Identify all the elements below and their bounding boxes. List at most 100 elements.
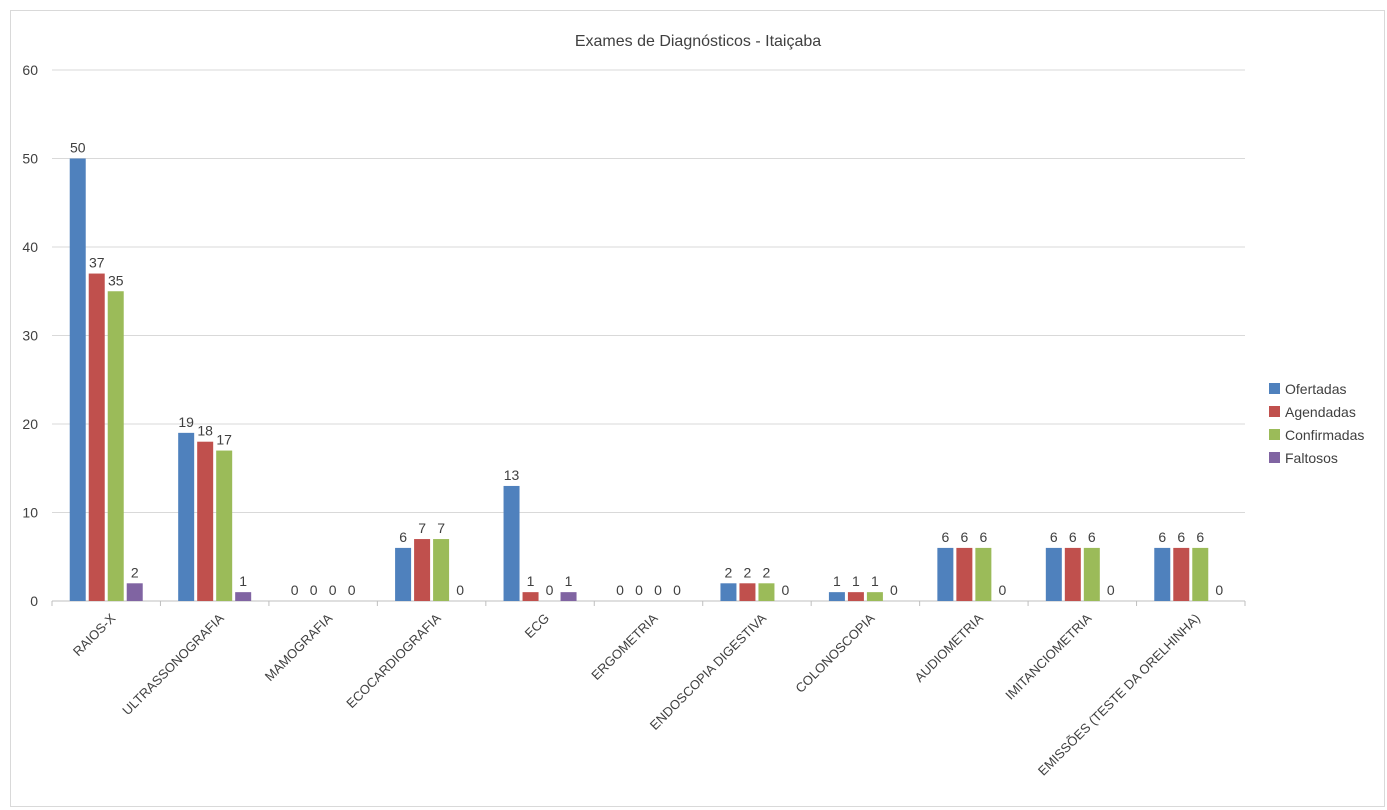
data-label: 0 xyxy=(616,582,624,598)
data-label: 19 xyxy=(178,414,194,430)
bar xyxy=(216,450,233,601)
x-tick-label: RAIOS-X xyxy=(70,610,119,659)
data-label: 0 xyxy=(348,582,356,598)
legend: Ofertadas Agendadas Confirmadas Faltosos xyxy=(1269,381,1364,466)
y-tick-label: 0 xyxy=(30,593,38,609)
bar xyxy=(69,158,86,601)
legend-item: Agendadas xyxy=(1269,404,1356,420)
bar xyxy=(828,592,845,601)
data-label: 0 xyxy=(329,582,337,598)
data-label: 1 xyxy=(852,573,860,589)
chart-title: Exames de Diagnósticos - Itaiçaba xyxy=(575,33,821,50)
data-label: 17 xyxy=(216,432,232,448)
bar xyxy=(866,592,883,601)
bar xyxy=(847,592,864,601)
bar xyxy=(414,539,431,601)
legend-item: Ofertadas xyxy=(1269,381,1346,397)
bar xyxy=(433,539,450,601)
bar xyxy=(758,583,775,601)
data-label: 50 xyxy=(70,140,86,156)
data-label: 1 xyxy=(565,573,573,589)
legend-item: Faltosos xyxy=(1269,450,1338,466)
legend-label: Faltosos xyxy=(1285,450,1338,466)
legend-swatch xyxy=(1269,429,1280,440)
bar-group: 6 6 60 xyxy=(937,529,1006,601)
data-label: 6 xyxy=(1069,529,1077,545)
bar xyxy=(1083,547,1100,601)
data-label: 0 xyxy=(782,582,790,598)
bar-group: 1 1 10 xyxy=(828,573,898,601)
data-label: 0 xyxy=(1215,582,1223,598)
data-label: 0 xyxy=(673,582,681,598)
bar xyxy=(1064,547,1081,601)
data-label: 0 xyxy=(1107,582,1115,598)
legend-swatch xyxy=(1269,452,1280,463)
data-label: 0 xyxy=(546,582,554,598)
x-axis-tick-labels: RAIOS-X ULTRASSONOGRAFIA MAMOGRAFIA ECOCARD… xyxy=(70,610,1203,778)
data-label: 0 xyxy=(890,582,898,598)
bar xyxy=(1045,547,1062,601)
bar xyxy=(503,485,520,601)
x-tick-label: ECOCARDIOGRAFIA xyxy=(343,610,444,711)
bar xyxy=(1154,547,1171,601)
data-label: 6 xyxy=(941,529,949,545)
data-label: 1 xyxy=(833,573,841,589)
bar xyxy=(522,592,539,601)
legend-item: Confirmadas xyxy=(1269,427,1364,443)
data-label: 6 xyxy=(1158,529,1166,545)
data-label: 0 xyxy=(654,582,662,598)
data-label: 6 xyxy=(1050,529,1058,545)
x-tick-label: ECG xyxy=(522,611,553,642)
data-label: 6 xyxy=(1088,529,1096,545)
y-tick-label: 20 xyxy=(22,416,38,432)
bar xyxy=(560,592,577,601)
bar xyxy=(395,547,412,601)
bar xyxy=(88,273,105,601)
data-label: 2 xyxy=(763,564,771,580)
x-tick-label: IMITANCIOMETRIA xyxy=(1002,610,1094,702)
y-axis-tick-labels: 0 10 20 30 40 50 60 xyxy=(22,62,38,609)
data-label: 0 xyxy=(635,582,643,598)
y-tick-label: 30 xyxy=(22,328,38,344)
data-label: 7 xyxy=(418,520,426,536)
x-tick-label: COLONOSCOPIA xyxy=(792,610,877,695)
bar-group: 6 6 60 xyxy=(1154,529,1223,601)
x-tick-label: MAMOGRAFIA xyxy=(262,610,336,684)
data-label: 6 xyxy=(960,529,968,545)
x-tick-label: ENDOSCOPIA DIGESTIVA xyxy=(647,610,770,733)
bar xyxy=(107,291,124,601)
data-label: 1 xyxy=(527,573,535,589)
bar xyxy=(126,583,143,601)
bar-group: 2 2 20 xyxy=(720,564,790,601)
data-label: 0 xyxy=(291,582,299,598)
data-label: 0 xyxy=(310,582,318,598)
data-label: 6 xyxy=(979,529,987,545)
y-tick-label: 10 xyxy=(22,505,38,521)
bar-group: 6 6 60 xyxy=(1045,529,1115,601)
legend-label: Confirmadas xyxy=(1285,427,1364,443)
chart-frame xyxy=(10,10,1385,807)
legend-swatch xyxy=(1269,406,1280,417)
data-label: 37 xyxy=(89,255,105,271)
data-label: 0 xyxy=(998,582,1006,598)
legend-swatch xyxy=(1269,383,1280,394)
bar xyxy=(937,547,954,601)
data-label: 1 xyxy=(239,573,247,589)
legend-label: Ofertadas xyxy=(1285,381,1346,397)
data-label: 35 xyxy=(108,272,124,288)
bar xyxy=(197,441,214,601)
data-label: 7 xyxy=(437,520,445,536)
bar xyxy=(720,583,737,601)
data-label: 2 xyxy=(725,564,733,580)
bar-group: 67 70 xyxy=(395,520,464,601)
bar xyxy=(235,592,252,601)
y-tick-label: 50 xyxy=(22,151,38,167)
data-label: 18 xyxy=(197,423,213,439)
y-tick-label: 40 xyxy=(22,239,38,255)
